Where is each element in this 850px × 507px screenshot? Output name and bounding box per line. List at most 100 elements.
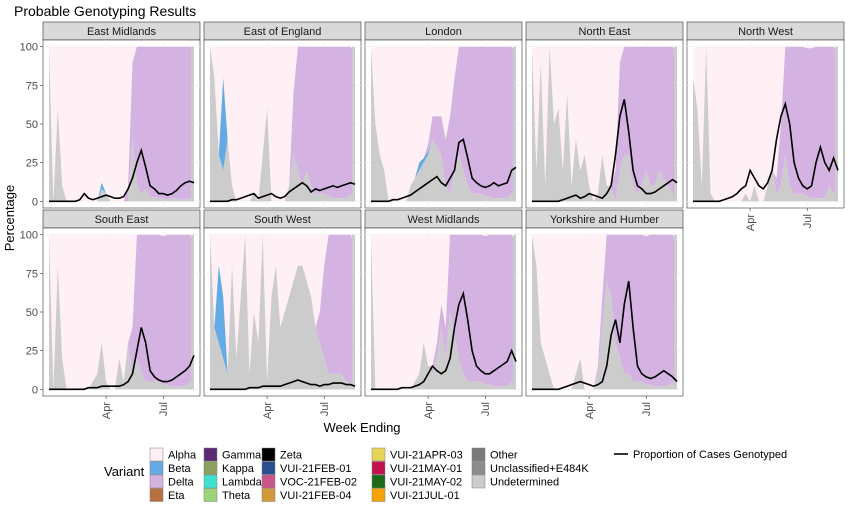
area-delta bbox=[49, 46, 194, 202]
legend-swatch bbox=[261, 461, 276, 475]
y-tick-label: 75 bbox=[26, 268, 38, 280]
y-tick-label: 25 bbox=[26, 346, 38, 358]
proportion-genotyped-line bbox=[693, 100, 839, 203]
area-alpha bbox=[49, 46, 194, 202]
area-undetermined bbox=[210, 46, 355, 202]
area-alpha bbox=[532, 234, 677, 390]
area-delta bbox=[371, 234, 516, 390]
legend-swatch bbox=[471, 461, 486, 475]
x-tick-label: Jul bbox=[480, 402, 492, 416]
legend-swatch bbox=[471, 474, 486, 489]
facet-panel: East Midlands 0 25 50 75 100 bbox=[20, 21, 201, 209]
legend-swatch bbox=[149, 461, 164, 475]
legend-label: VUI-21APR-03 bbox=[390, 450, 463, 462]
legend-label: Alpha bbox=[168, 450, 197, 462]
area-delta bbox=[210, 234, 355, 390]
legend-label: VUI-21MAY-02 bbox=[390, 477, 462, 489]
y-tick-label: 0 bbox=[32, 384, 38, 396]
area-delta bbox=[210, 46, 355, 202]
area-undetermined bbox=[371, 46, 516, 202]
facet-panel: London bbox=[364, 21, 523, 209]
y-tick-label: 25 bbox=[26, 158, 38, 170]
legend-label: Lambda bbox=[222, 477, 263, 489]
x-tick-label: Jul bbox=[158, 402, 170, 416]
facet-strip-label: Yorkshire and Humber bbox=[550, 214, 659, 226]
proportion-genotyped-line bbox=[532, 99, 678, 203]
legend-label: Theta bbox=[222, 490, 251, 502]
legend-swatch bbox=[371, 447, 386, 462]
area-undetermined-edge bbox=[674, 234, 677, 390]
legend-swatch bbox=[203, 461, 218, 475]
legend-label: VUI-21FEB-01 bbox=[280, 463, 352, 475]
x-tick-label: Jul bbox=[641, 402, 653, 416]
area-undetermined bbox=[210, 234, 355, 390]
legend-swatch bbox=[471, 447, 486, 462]
facet-panel: Yorkshire and Humber Apr Jul bbox=[525, 209, 684, 419]
area-undetermined-edge bbox=[352, 46, 355, 202]
legend-swatch bbox=[203, 488, 218, 502]
area-undetermined-edge bbox=[352, 234, 355, 390]
legend-swatch bbox=[371, 461, 386, 475]
area-alpha bbox=[49, 234, 194, 390]
x-tick-label: Apr bbox=[584, 402, 596, 419]
x-tick-label: Jul bbox=[319, 402, 331, 416]
area-undetermined bbox=[532, 46, 677, 202]
area-undetermined-edge bbox=[835, 46, 838, 202]
area-undetermined-edge bbox=[513, 234, 516, 390]
y-tick-label: 50 bbox=[26, 307, 38, 319]
y-tick-label: 50 bbox=[26, 119, 38, 131]
facet-strip-label: East Midlands bbox=[87, 26, 157, 38]
facet-panel: West Midlands Apr Jul bbox=[364, 209, 523, 419]
proportion-genotyped-line bbox=[210, 181, 356, 203]
facet-strip-label: South West bbox=[254, 214, 311, 226]
legend-label: Eta bbox=[168, 490, 185, 502]
legend-label: Undetermined bbox=[490, 477, 559, 489]
area-alpha bbox=[532, 46, 677, 202]
legend-label: Other bbox=[490, 450, 518, 462]
facet-panels: East Midlands 0 25 50 75 100 East of England Lo… bbox=[20, 21, 845, 419]
x-tick-label: Apr bbox=[101, 402, 113, 419]
facet-panel: South East 0 25 50 75 100 Apr Jul bbox=[20, 209, 201, 419]
area-undetermined-edge bbox=[674, 46, 677, 202]
legend-label: VUI-21FEB-04 bbox=[280, 490, 352, 502]
x-tick-label: Apr bbox=[423, 402, 435, 419]
x-tick-label: Jul bbox=[802, 214, 814, 228]
area-undetermined bbox=[371, 234, 516, 390]
legend-label: VUI-21MAY-01 bbox=[390, 463, 462, 475]
area-delta bbox=[532, 46, 677, 202]
facet-strip-label: North East bbox=[579, 26, 631, 38]
legend-label: Delta bbox=[168, 477, 195, 489]
area-undetermined-edge bbox=[191, 46, 194, 202]
area-alpha bbox=[210, 234, 355, 382]
legend-label: Zeta bbox=[280, 450, 303, 462]
facet-strip-label: South East bbox=[95, 214, 149, 226]
area-delta bbox=[371, 46, 516, 202]
legend-swatch bbox=[203, 474, 218, 489]
area-delta bbox=[693, 46, 838, 202]
area-delta bbox=[49, 234, 194, 390]
facet-strip-label: West Midlands bbox=[408, 214, 480, 226]
area-alpha bbox=[693, 46, 838, 202]
x-axis-title: Week Ending bbox=[323, 420, 400, 435]
legend-swatch bbox=[203, 447, 218, 462]
legend-label: VOC-21FEB-02 bbox=[280, 477, 357, 489]
area-alpha bbox=[210, 46, 355, 202]
facet-strip-label: North West bbox=[738, 26, 793, 38]
y-tick-label: 100 bbox=[20, 42, 38, 54]
legend-label: Beta bbox=[168, 463, 192, 475]
y-tick-label: 75 bbox=[26, 80, 38, 92]
legend-line-label: Proportion of Cases Genotyped bbox=[633, 449, 787, 461]
area-undetermined bbox=[49, 234, 194, 390]
legend-swatch bbox=[261, 447, 276, 462]
y-tick-label: 100 bbox=[20, 230, 38, 242]
chart-title: Probable Genotyping Results bbox=[14, 3, 196, 19]
area-delta bbox=[532, 234, 677, 390]
x-tick-label: Apr bbox=[262, 402, 274, 419]
legend-swatch bbox=[261, 474, 276, 489]
area-undetermined bbox=[693, 46, 838, 202]
facet-panel: East of England bbox=[203, 21, 362, 209]
legend-title: Variant bbox=[104, 464, 145, 479]
legend-swatch bbox=[149, 447, 164, 462]
y-axis-title: Percentage bbox=[2, 185, 17, 252]
legend-swatch bbox=[149, 488, 164, 502]
